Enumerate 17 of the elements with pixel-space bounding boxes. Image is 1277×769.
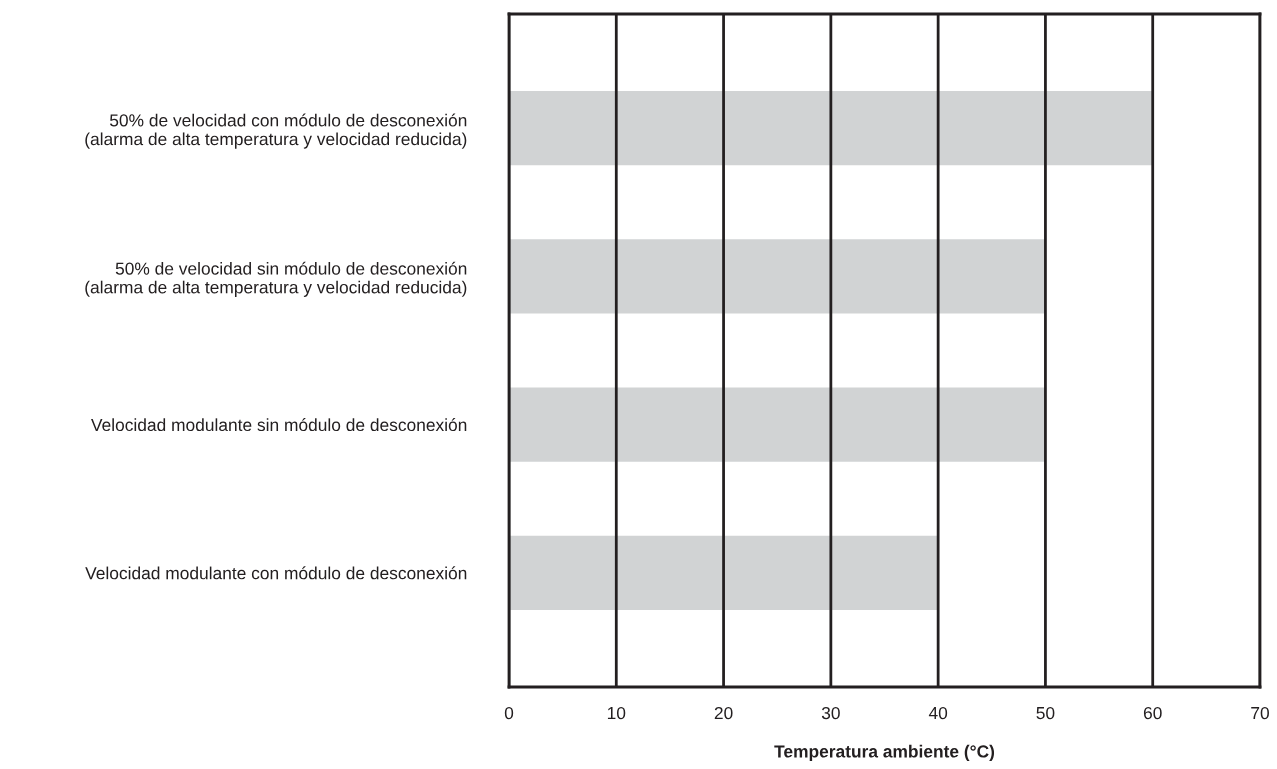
bar (509, 387, 1046, 462)
x-tick-label: 60 (1143, 706, 1162, 720)
x-axis-title: Temperatura ambiente (°C) (774, 744, 995, 762)
x-tick-label: 30 (821, 706, 840, 720)
x-tick-label: 50 (1036, 706, 1055, 720)
bar (509, 91, 1153, 166)
bar (509, 239, 1046, 314)
x-tick-label: 10 (607, 706, 626, 720)
x-tick-label: 20 (714, 706, 733, 720)
x-tick-label: 0 (504, 706, 514, 720)
y-tick-label: Velocidad modulante con módulo de desconexión (85, 566, 467, 580)
bar (509, 535, 939, 610)
x-tick-label: 70 (1251, 706, 1269, 720)
x-tick-label: 40 (928, 706, 948, 720)
y-tick-label: Velocidad modulante sin módulo de desconexión (91, 418, 467, 432)
y-tick-label: 50% de velocidad con módulo de desconexión (alarma de alta temperatura y velocidad reducida) (85, 113, 467, 149)
y-tick-label: 50% de velocidad sin módulo de desconexión (alarma de alta temperatura y velocidad reducida) (85, 261, 467, 297)
